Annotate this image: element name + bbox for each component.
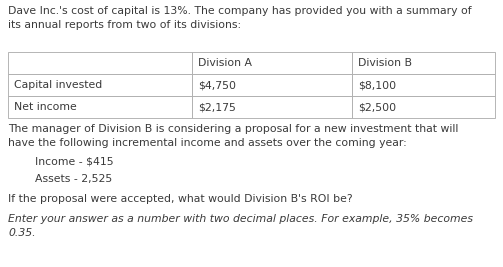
Text: $4,750: $4,750 [198,80,236,90]
Bar [192,74,352,96]
Text: If the proposal were accepted, what would Division B's ROI be?: If the proposal were accepted, what woul… [8,194,353,204]
Text: Division A: Division A [198,58,252,68]
Text: Division B: Division B [358,58,412,68]
Text: Enter your answer as a number with two decimal places. For example, 35% becomes
: Enter your answer as a number with two d… [8,214,473,238]
Bar [8,52,192,74]
Bar [192,52,352,74]
Text: $2,500: $2,500 [358,102,396,112]
Text: Income - $415: Income - $415 [35,156,114,166]
Text: Assets - 2,525: Assets - 2,525 [35,174,112,184]
Bar [192,96,352,118]
Bar [352,52,495,74]
Bar [352,74,495,96]
Text: Capital invested: Capital invested [14,80,102,90]
Text: Net income: Net income [14,102,77,112]
Bar [352,96,495,118]
Text: The manager of Division B is considering a proposal for a new investment that wi: The manager of Division B is considering… [8,124,458,148]
Text: $2,175: $2,175 [198,102,236,112]
Bar [8,74,192,96]
Bar [8,96,192,118]
Text: Dave Inc.'s cost of capital is 13%. The company has provided you with a summary : Dave Inc.'s cost of capital is 13%. The … [8,6,472,30]
Text: $8,100: $8,100 [358,80,396,90]
